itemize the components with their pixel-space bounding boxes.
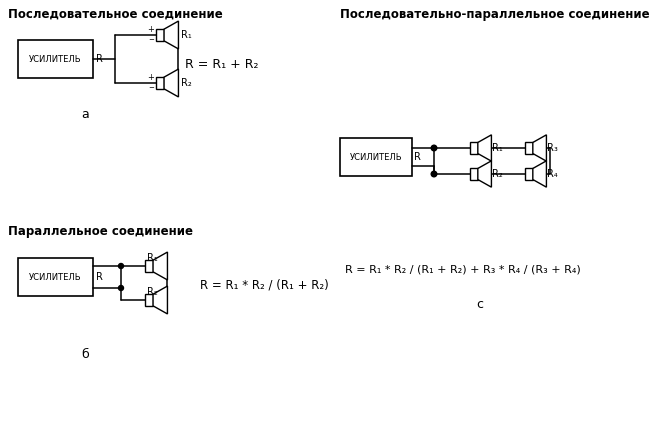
- Polygon shape: [533, 161, 547, 187]
- Polygon shape: [533, 135, 547, 161]
- Bar: [525, 143, 533, 154]
- Circle shape: [431, 145, 437, 151]
- Bar: [340, 138, 412, 176]
- Text: УСИЛИТЕЛЬ: УСИЛИТЕЛЬ: [29, 272, 82, 281]
- Bar: [525, 168, 533, 179]
- Polygon shape: [164, 21, 179, 49]
- Text: −: −: [148, 37, 154, 43]
- Text: Параллельное соединение: Параллельное соединение: [8, 225, 193, 238]
- Text: R: R: [96, 272, 103, 282]
- Bar: [156, 77, 164, 89]
- Bar: [18, 258, 93, 296]
- Circle shape: [118, 264, 124, 269]
- Text: R₂: R₂: [147, 287, 158, 297]
- Bar: [18, 40, 93, 78]
- Text: R₂: R₂: [181, 78, 192, 88]
- Text: R₁: R₁: [493, 143, 503, 153]
- Polygon shape: [153, 286, 168, 314]
- Text: +: +: [147, 74, 154, 82]
- Polygon shape: [478, 161, 491, 187]
- Bar: [470, 143, 478, 154]
- Text: R₂: R₂: [493, 169, 503, 179]
- Bar: [156, 29, 164, 41]
- Text: R: R: [414, 152, 421, 162]
- Text: УСИЛИТЕЛЬ: УСИЛИТЕЛЬ: [350, 153, 402, 162]
- Circle shape: [118, 286, 124, 291]
- Text: б: б: [81, 349, 89, 362]
- Text: R₃: R₃: [547, 143, 558, 153]
- Bar: [470, 168, 478, 179]
- Text: R₁: R₁: [147, 253, 158, 263]
- Text: R₁: R₁: [181, 30, 192, 40]
- Text: −: −: [148, 85, 154, 91]
- Text: R = R₁ * R₂ / (R₁ + R₂) + R₃ * R₄ / (R₃ + R₄): R = R₁ * R₂ / (R₁ + R₂) + R₃ * R₄ / (R₃ …: [345, 265, 580, 275]
- Text: Последовательно-параллельное соединение: Последовательно-параллельное соединение: [340, 8, 649, 21]
- Text: а: а: [81, 109, 89, 121]
- Text: +: +: [147, 25, 154, 35]
- Text: R: R: [96, 54, 103, 64]
- Polygon shape: [153, 252, 168, 280]
- Text: R₄: R₄: [547, 169, 558, 179]
- Bar: [145, 260, 153, 272]
- Text: c: c: [476, 299, 484, 311]
- Bar: [145, 294, 153, 306]
- Text: Последовательное соединение: Последовательное соединение: [8, 8, 223, 21]
- Circle shape: [431, 171, 437, 177]
- Text: R = R₁ + R₂: R = R₁ + R₂: [185, 58, 259, 71]
- Polygon shape: [164, 69, 179, 97]
- Text: УСИЛИТЕЛЬ: УСИЛИТЕЛЬ: [29, 55, 82, 63]
- Polygon shape: [478, 135, 491, 161]
- Text: R = R₁ * R₂ / (R₁ + R₂): R = R₁ * R₂ / (R₁ + R₂): [200, 278, 329, 291]
